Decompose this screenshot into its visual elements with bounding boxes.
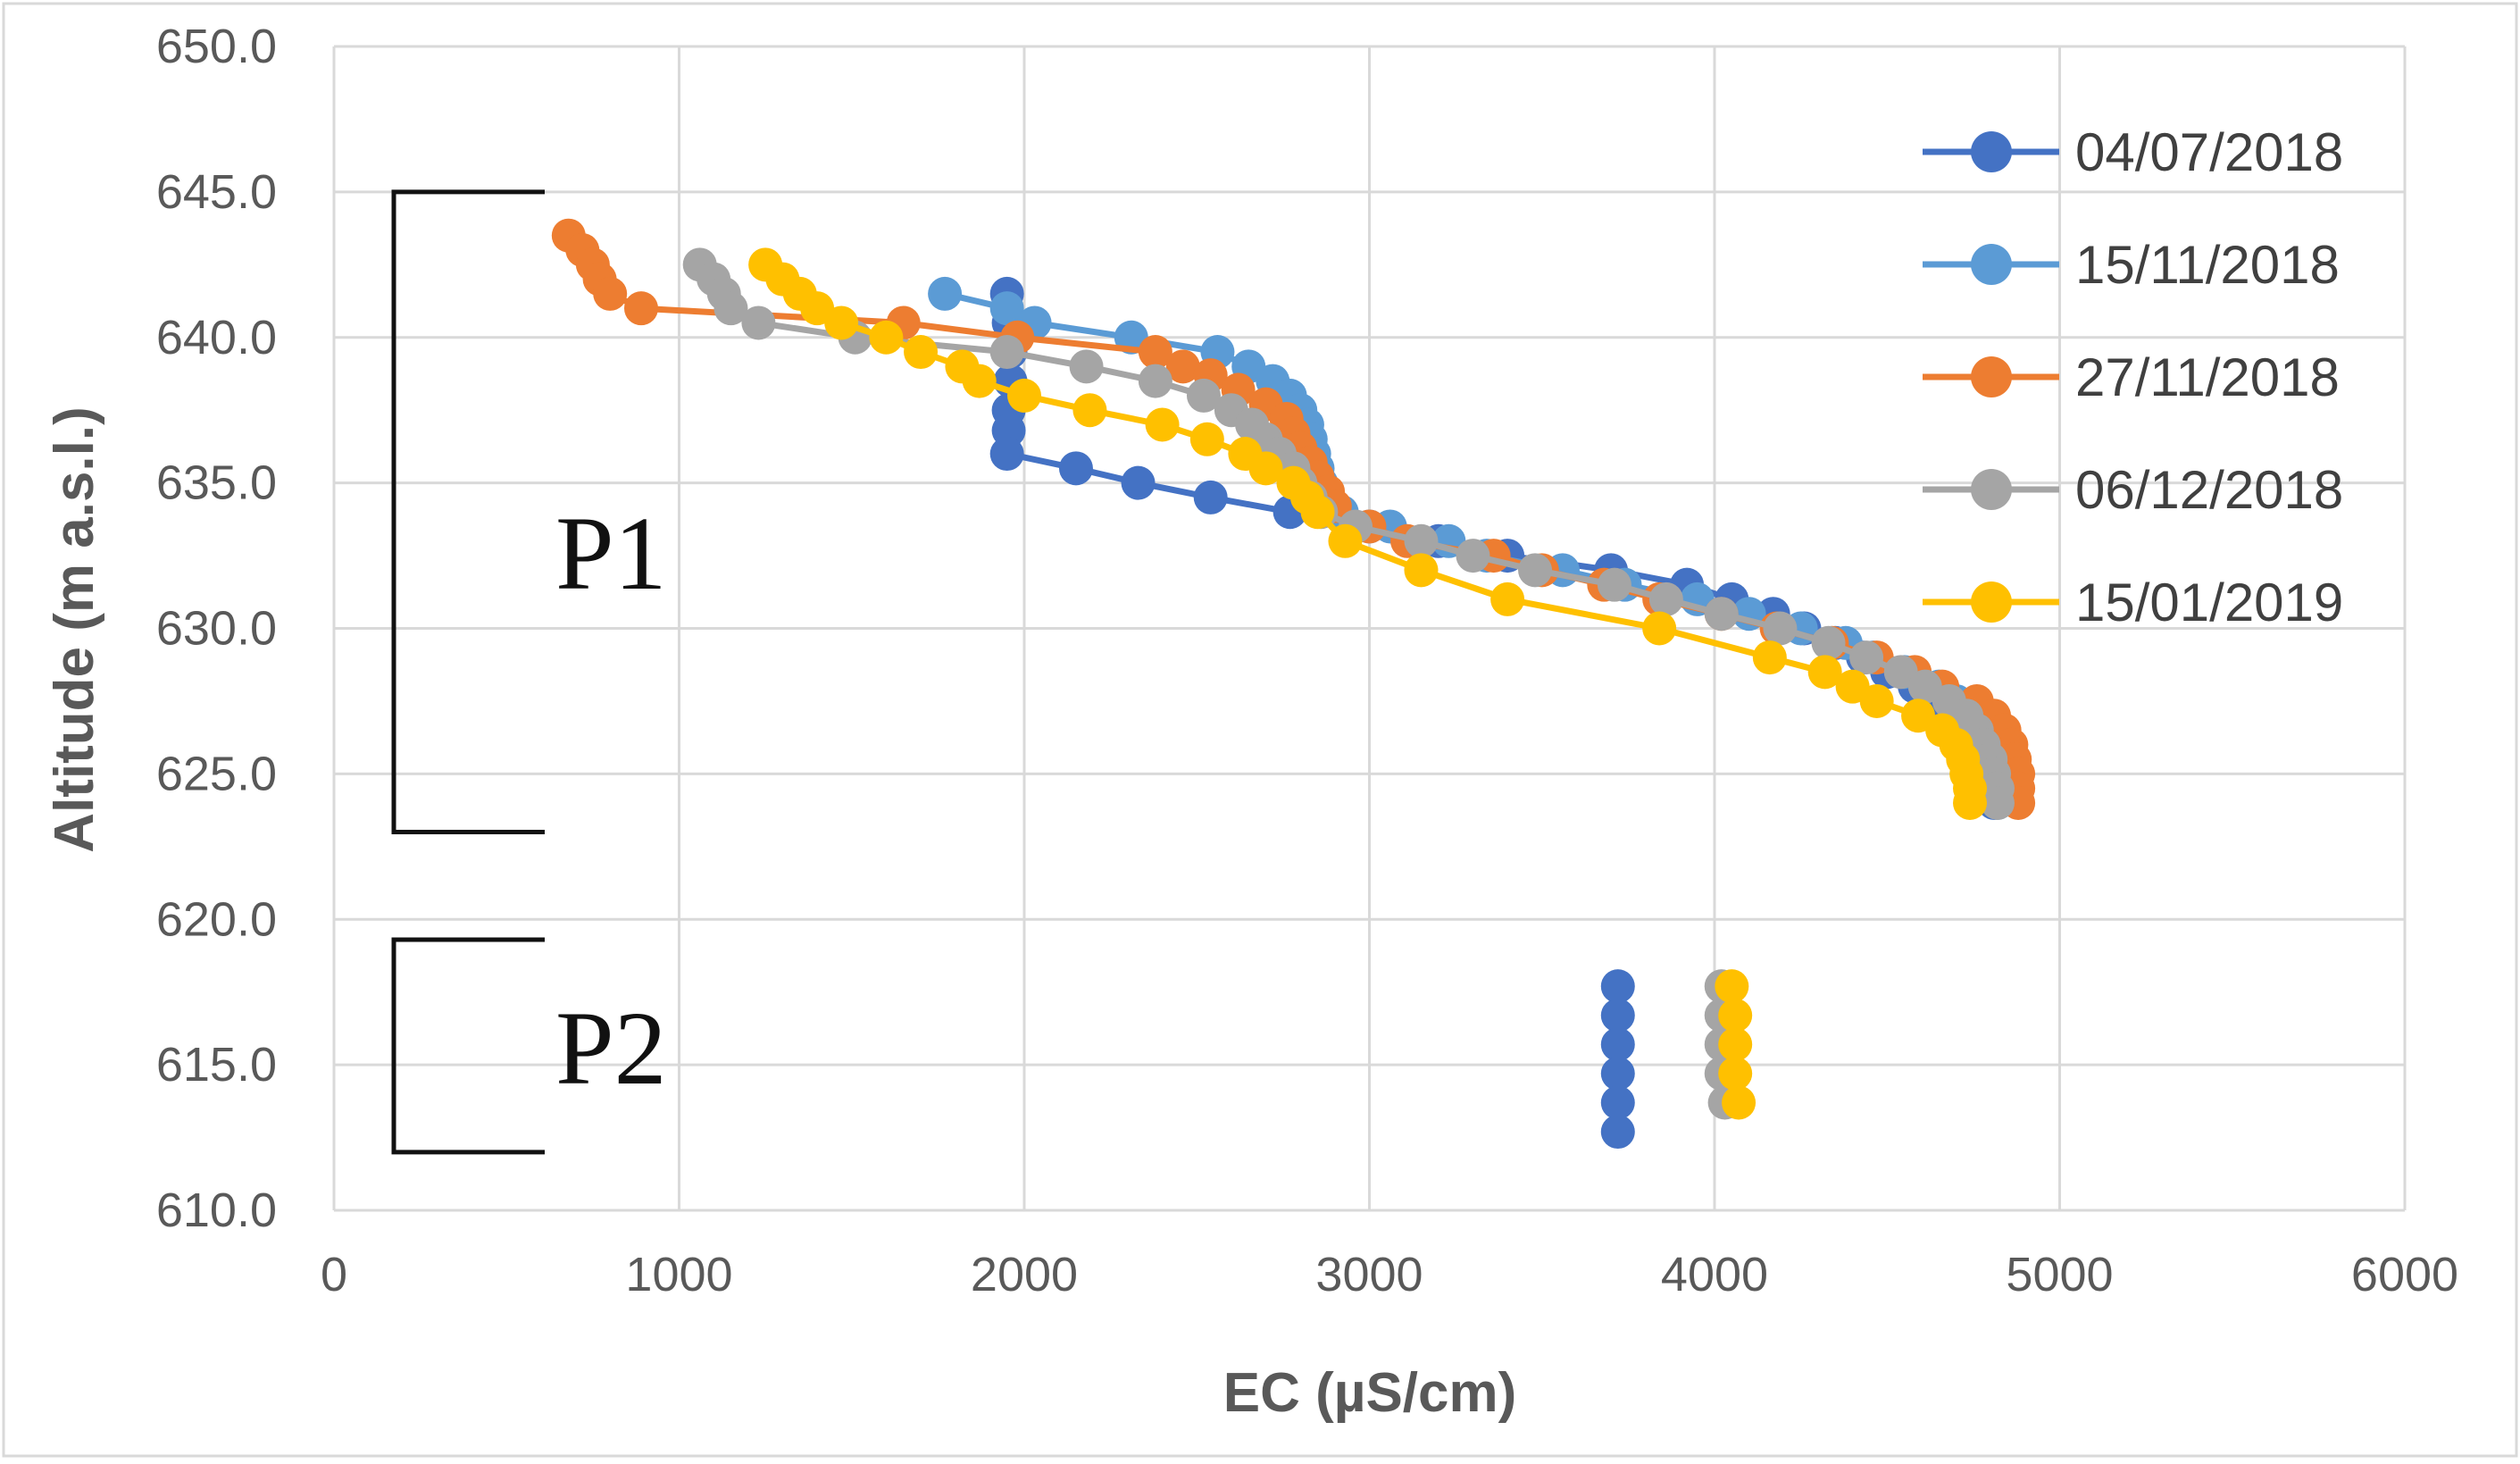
data-point: [1138, 335, 1172, 370]
data-point-p2: [1718, 1056, 1753, 1091]
x-tick-label: 3000: [1315, 1248, 1423, 1301]
data-point: [1859, 683, 1894, 718]
legend-label: 27/11/2018: [2075, 347, 2340, 407]
data-point: [623, 291, 658, 326]
data-point: [824, 305, 859, 340]
x-tick-label: 0: [321, 1248, 347, 1301]
zone-annotations: P1 P2: [391, 189, 667, 1155]
data-point: [1518, 553, 1553, 588]
zone-bracket-p1: [391, 189, 545, 835]
y-tick-label: 635.0: [156, 456, 277, 510]
legend-label: 15/11/2018: [2075, 235, 2340, 295]
zone-bracket-p2: [391, 937, 545, 1155]
data-point: [713, 291, 748, 326]
x-tick-label: 6000: [2351, 1248, 2458, 1301]
data-point-p2: [1600, 969, 1635, 1004]
data-point: [1193, 480, 1228, 514]
data-point: [1404, 553, 1439, 588]
y-tick-label: 625.0: [156, 747, 277, 800]
data-point: [1165, 349, 1200, 384]
y-tick-label: 630.0: [156, 602, 277, 656]
legend-label: 15/01/2019: [2075, 573, 2343, 632]
data-point: [989, 291, 1024, 326]
data-point-p2: [1715, 969, 1749, 1004]
data-point: [1186, 378, 1221, 413]
data-series: [551, 218, 2036, 1150]
legend-label: 04/07/2018: [2075, 122, 2343, 182]
legend-marker: [1971, 244, 2012, 285]
y-axis-title: Altitude (m a.s.l.): [44, 406, 105, 852]
data-point: [1648, 581, 1683, 616]
legend-marker: [1971, 469, 2012, 510]
data-point: [1328, 523, 1363, 558]
y-tick-label: 620.0: [156, 892, 277, 946]
data-point-p2: [1600, 1056, 1635, 1091]
data-point: [1642, 611, 1677, 646]
data-point-p2: [1718, 998, 1753, 1033]
legend-marker: [1971, 131, 2012, 172]
data-point: [928, 276, 963, 311]
data-point: [1980, 785, 2015, 820]
data-point: [593, 276, 628, 311]
data-point: [1404, 523, 1439, 558]
data-point: [1953, 785, 1988, 820]
data-point-p2: [1722, 1085, 1756, 1120]
zone-label-p2: P2: [555, 990, 667, 1107]
data-point: [989, 437, 1024, 472]
y-tick-label: 640.0: [156, 311, 277, 364]
y-tick-label: 610.0: [156, 1184, 277, 1237]
grid-lines: [332, 45, 2407, 1212]
data-point-p2: [1600, 1115, 1635, 1150]
legend: 04/07/2018 15/11/2018 27/11/2018 06/12/2018…: [1923, 122, 2343, 632]
data-point-p2: [1718, 1027, 1753, 1062]
data-point: [1072, 393, 1107, 428]
tick-labels: 0 1000 2000 3000 4000 5000 6000 610.0 615.0 620.0…: [156, 20, 2458, 1301]
data-point: [869, 320, 904, 355]
y-tick-label: 615.0: [156, 1038, 277, 1092]
y-tick-label: 645.0: [156, 165, 277, 219]
legend-marker: [1971, 581, 2012, 623]
data-point: [1121, 465, 1156, 500]
legend-marker: [1971, 356, 2012, 397]
data-point: [904, 335, 939, 370]
x-axis-title: EC (µS/cm): [1223, 1362, 1517, 1424]
data-point: [1849, 640, 1884, 675]
data-point: [1069, 349, 1104, 384]
data-point: [962, 364, 997, 398]
data-point: [1490, 581, 1525, 616]
x-tick-label: 5000: [2006, 1248, 2113, 1301]
y-tick-label: 650.0: [156, 20, 277, 73]
x-tick-label: 4000: [1661, 1248, 1768, 1301]
data-point: [1058, 451, 1093, 486]
data-point-p2: [1600, 1027, 1635, 1062]
series-4: [748, 247, 1988, 1120]
data-point: [741, 305, 776, 340]
data-point: [1138, 364, 1172, 398]
data-point: [989, 335, 1024, 370]
data-point: [1811, 625, 1846, 660]
data-point: [1145, 407, 1180, 442]
data-point: [1704, 597, 1739, 632]
data-point: [1807, 655, 1842, 690]
data-point: [1300, 495, 1335, 530]
legend-label: 06/12/2018: [2075, 460, 2343, 520]
data-point: [1456, 539, 1490, 573]
data-point: [1248, 451, 1283, 486]
data-point: [1763, 611, 1798, 646]
x-tick-label: 1000: [625, 1248, 732, 1301]
data-point: [1752, 640, 1787, 675]
zone-label-p1: P1: [555, 495, 667, 612]
data-point-p2: [1600, 1085, 1635, 1120]
data-point: [1597, 567, 1631, 602]
x-tick-label: 2000: [971, 1248, 1078, 1301]
data-point: [1007, 378, 1041, 413]
data-point: [1189, 422, 1224, 456]
data-point-p2: [1600, 998, 1635, 1033]
